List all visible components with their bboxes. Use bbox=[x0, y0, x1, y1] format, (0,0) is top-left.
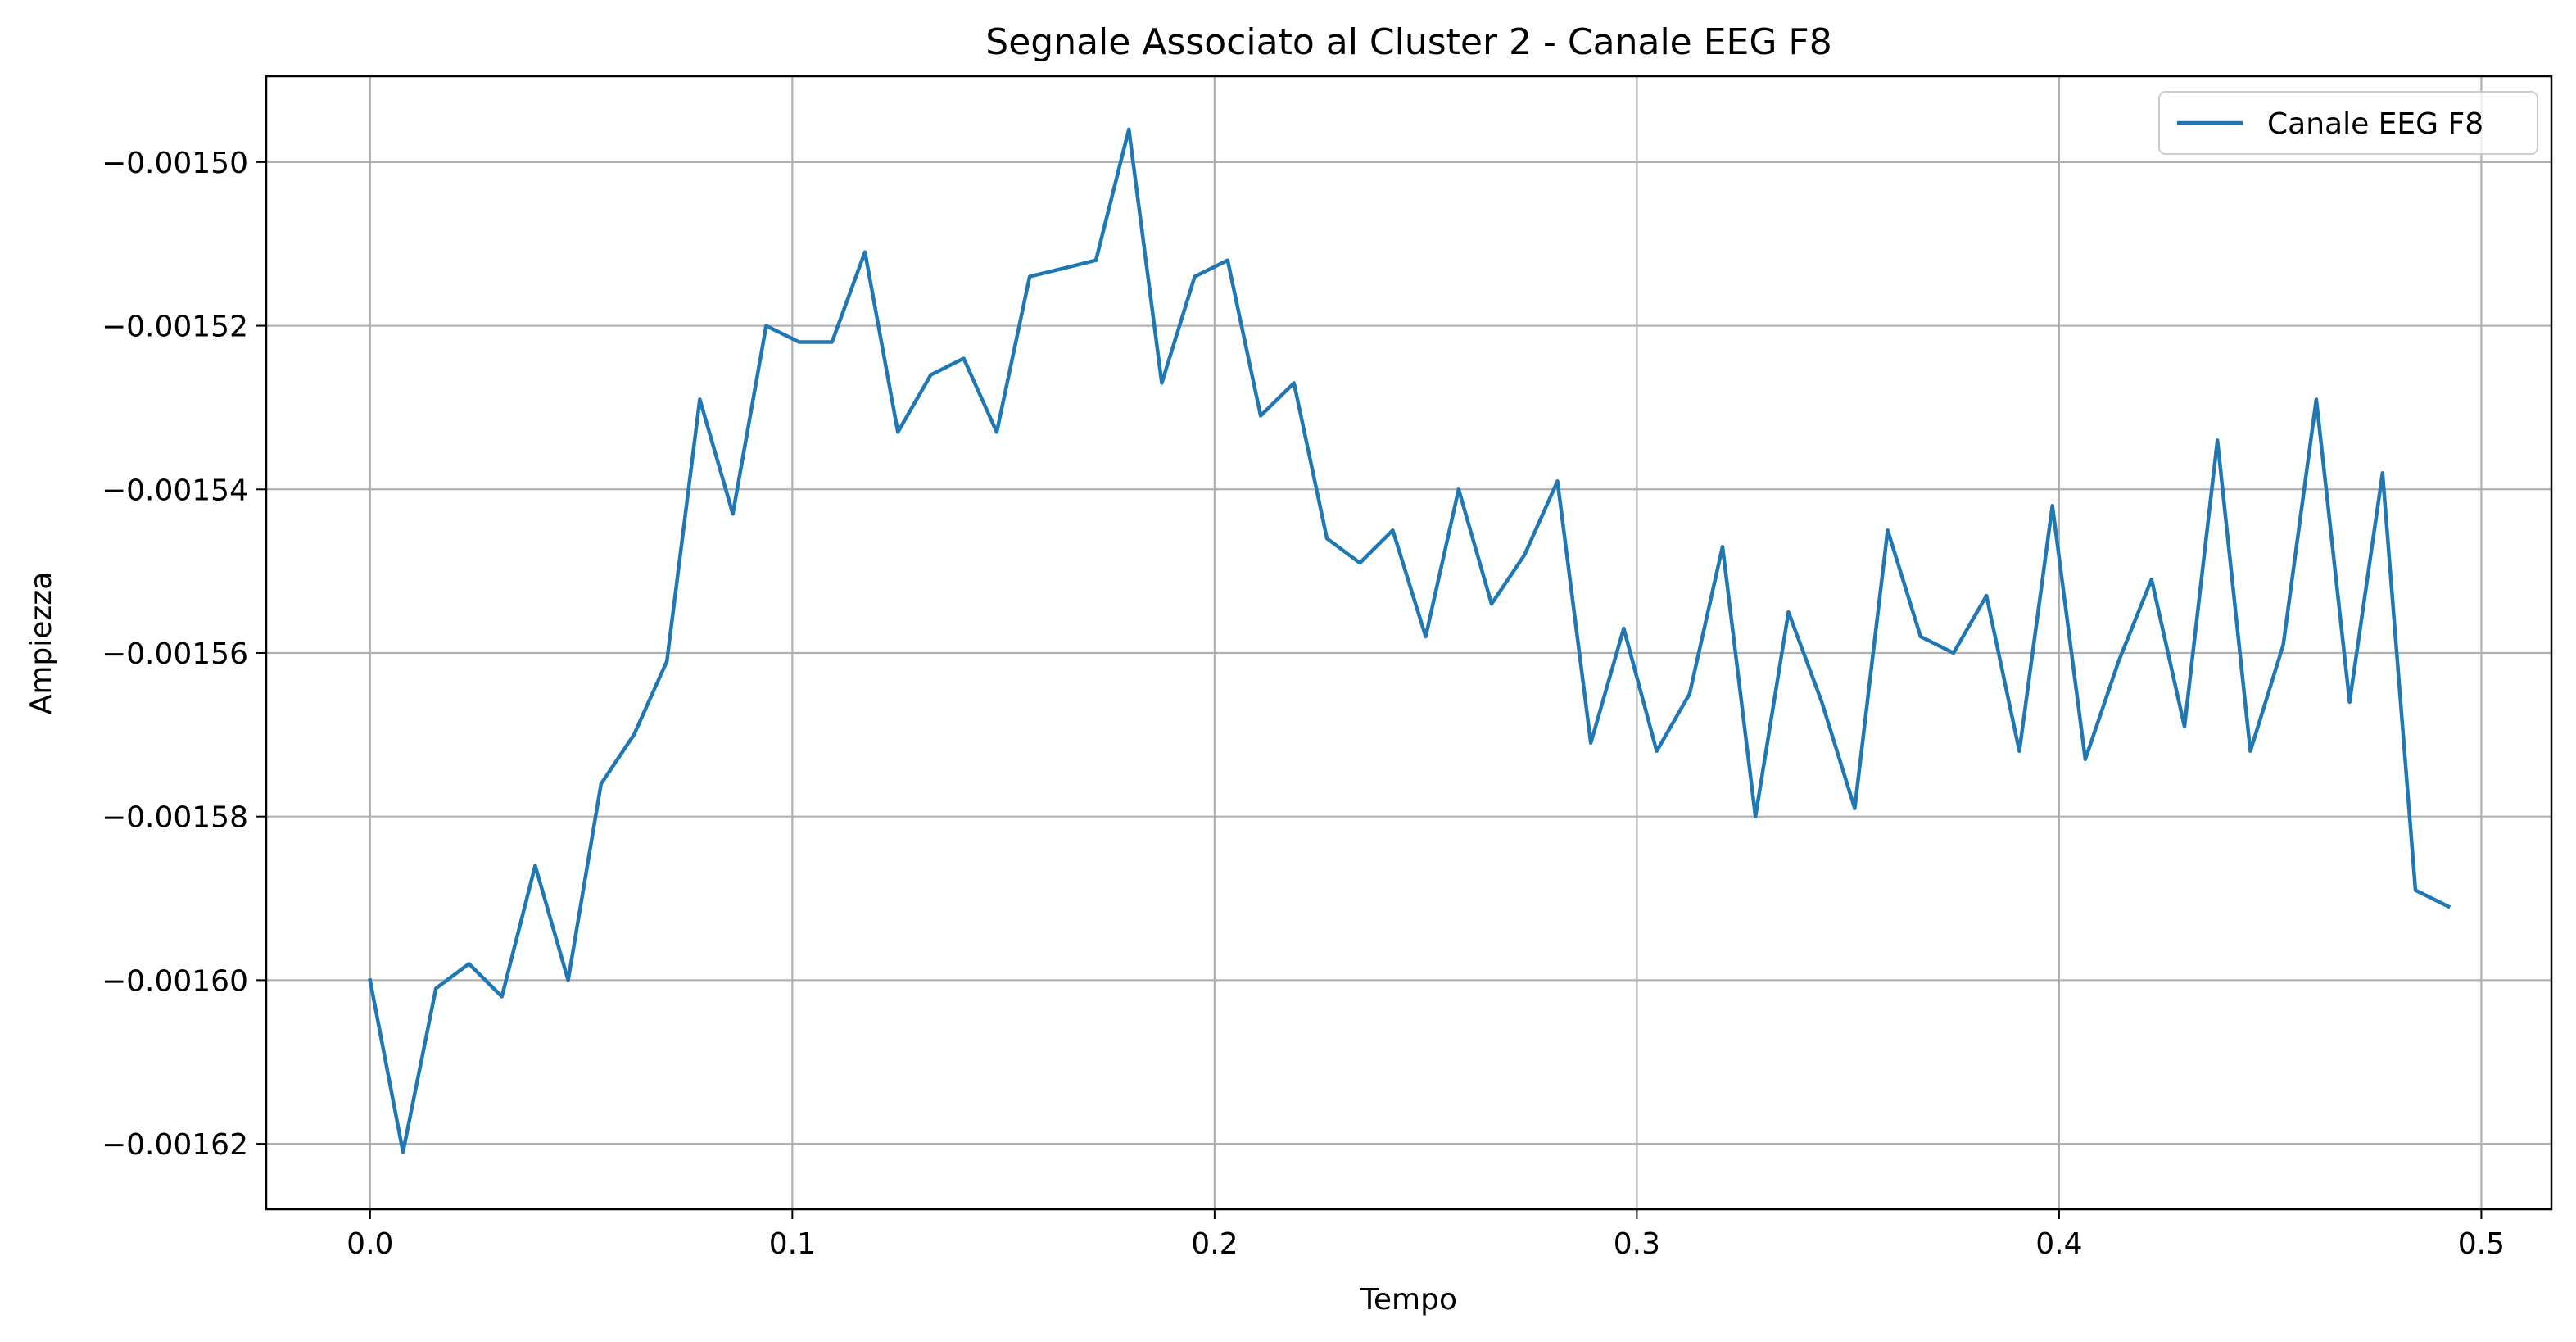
ticks-layer: 0.0 0.1 0.2 0.3 0.4 0.5 −0.00150 −0.00152 −0.001… bbox=[102, 147, 2505, 1261]
y-tick-label: −0.00152 bbox=[102, 311, 248, 344]
x-tick-label: 0.1 bbox=[769, 1227, 816, 1261]
y-tick-label: −0.00158 bbox=[102, 801, 248, 835]
y-tick-label: −0.00150 bbox=[102, 147, 248, 180]
chart-title: Segnale Associato al Cluster 2 - Canale … bbox=[985, 21, 1831, 63]
y-tick-label: −0.00160 bbox=[102, 964, 248, 998]
legend-box bbox=[2158, 91, 2538, 155]
y-axis-label: Ampiezza bbox=[25, 572, 58, 715]
x-tick-label: 0.0 bbox=[346, 1227, 393, 1261]
grid-layer bbox=[266, 76, 2551, 1209]
x-tick-label: 0.4 bbox=[2035, 1227, 2082, 1261]
x-tick-label: 0.3 bbox=[1614, 1227, 1660, 1261]
y-tick-label: −0.00156 bbox=[102, 637, 248, 671]
y-tick-label: −0.00162 bbox=[102, 1128, 248, 1162]
series-layer bbox=[368, 127, 2452, 1154]
x-axis-label: Tempo bbox=[1360, 1283, 1457, 1317]
x-tick-label: 0.5 bbox=[2458, 1227, 2505, 1261]
y-tick-label: −0.00154 bbox=[102, 474, 248, 507]
legend-label: Canale EEG F8 bbox=[2267, 107, 2483, 141]
plot-frame bbox=[265, 75, 2553, 1211]
x-tick-label: 0.2 bbox=[1191, 1227, 1238, 1261]
series-line bbox=[368, 127, 2452, 1154]
legend: Canale EEG F8 bbox=[2158, 91, 2538, 155]
